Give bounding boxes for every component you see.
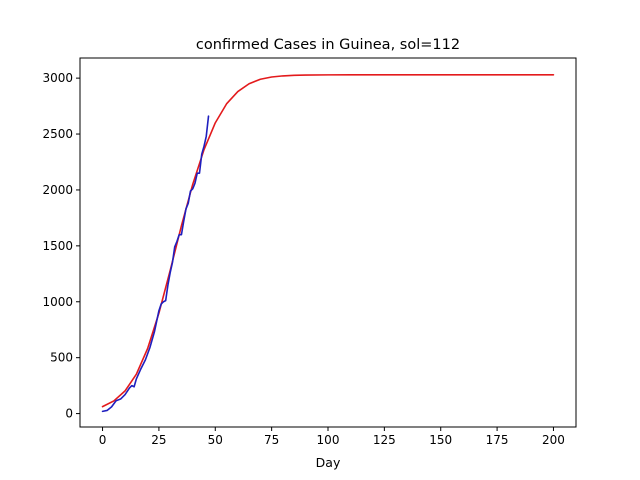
y-tick-label: 500: [50, 351, 73, 365]
plot-frame: [79, 57, 577, 428]
y-tick-label: 3000: [42, 71, 73, 85]
x-tick-label: 50: [208, 433, 223, 447]
chart-title: confirmed Cases in Guinea, sol=112: [196, 37, 460, 53]
y-tick-label: 1500: [42, 239, 73, 253]
x-tick-label: 0: [99, 433, 107, 447]
plot-area: [101, 73, 555, 413]
x-tick-label: 125: [373, 433, 396, 447]
x-tick-label: 175: [486, 433, 509, 447]
y-tick-label: 2500: [42, 127, 73, 141]
x-axis-label: Day: [316, 455, 341, 470]
x-tick-label: 25: [151, 433, 166, 447]
y-axis: 0 500 1000 1500 2000 2500 3000: [42, 71, 80, 421]
x-axis: 0 25 50 75 100 125 150 175 200: [99, 427, 565, 447]
y-tick-label: 0: [65, 407, 73, 421]
y-tick-label: 1000: [42, 295, 73, 309]
series-line-observed: [101, 115, 210, 413]
series-line-fitted-logistic: [101, 73, 555, 408]
x-tick-label: 100: [317, 433, 340, 447]
x-tick-label: 75: [264, 433, 279, 447]
x-tick-label: 200: [542, 433, 565, 447]
y-tick-label: 2000: [42, 183, 73, 197]
x-tick-label: 150: [429, 433, 452, 447]
